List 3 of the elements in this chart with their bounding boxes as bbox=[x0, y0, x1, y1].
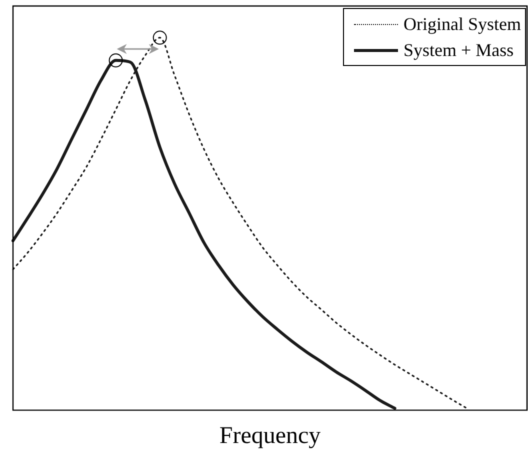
legend-label: System + Mass bbox=[404, 39, 514, 62]
x-axis-title: Frequency bbox=[219, 422, 321, 449]
legend-label: Original System bbox=[404, 13, 521, 36]
